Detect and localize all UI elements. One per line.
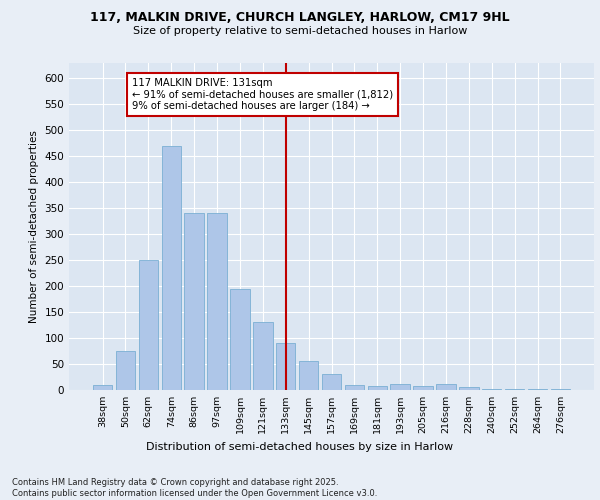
Bar xyxy=(482,389,502,390)
Bar xyxy=(276,343,295,390)
Bar xyxy=(116,351,135,390)
Text: 117 MALKIN DRIVE: 131sqm
← 91% of semi-detached houses are smaller (1,812)
9% of: 117 MALKIN DRIVE: 131sqm ← 91% of semi-d… xyxy=(133,78,394,112)
Bar xyxy=(93,385,112,390)
Bar xyxy=(436,384,455,390)
Bar xyxy=(139,260,158,390)
Bar xyxy=(413,386,433,390)
Bar xyxy=(344,385,364,390)
Text: Size of property relative to semi-detached houses in Harlow: Size of property relative to semi-detach… xyxy=(133,26,467,36)
Bar xyxy=(230,288,250,390)
Text: Contains HM Land Registry data © Crown copyright and database right 2025.
Contai: Contains HM Land Registry data © Crown c… xyxy=(12,478,377,498)
Bar xyxy=(161,146,181,390)
Text: 117, MALKIN DRIVE, CHURCH LANGLEY, HARLOW, CM17 9HL: 117, MALKIN DRIVE, CHURCH LANGLEY, HARLO… xyxy=(90,11,510,24)
Bar xyxy=(299,362,319,390)
Bar xyxy=(505,389,524,390)
Bar xyxy=(528,389,547,390)
Bar xyxy=(253,322,272,390)
Text: Distribution of semi-detached houses by size in Harlow: Distribution of semi-detached houses by … xyxy=(146,442,454,452)
Bar xyxy=(368,386,387,390)
Bar xyxy=(322,374,341,390)
Bar xyxy=(459,388,479,390)
Bar xyxy=(208,214,227,390)
Bar xyxy=(391,384,410,390)
Bar xyxy=(184,214,204,390)
Y-axis label: Number of semi-detached properties: Number of semi-detached properties xyxy=(29,130,39,322)
